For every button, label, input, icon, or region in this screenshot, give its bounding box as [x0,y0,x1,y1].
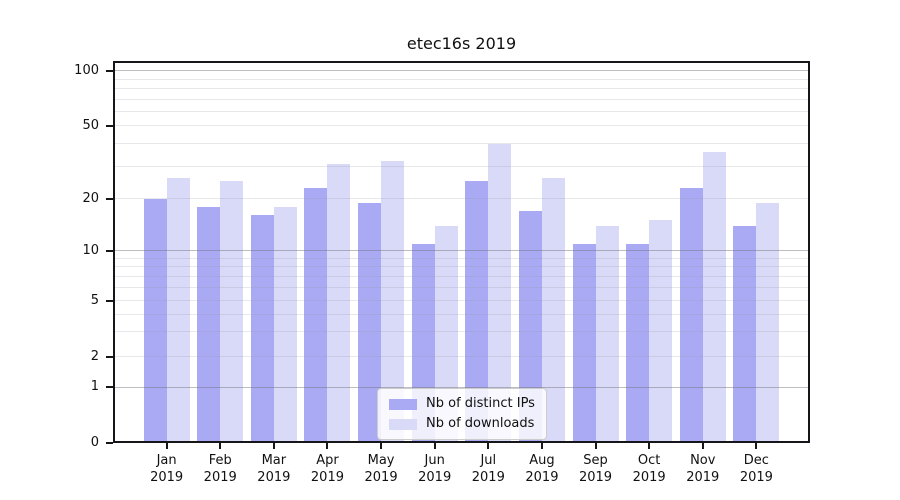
y-tick-mark-2 [106,355,113,358]
bar-downloads-apr [327,164,351,443]
x-tick-mark-jun [433,443,436,449]
gridline-minor-8 [113,266,810,268]
gridline-minor-30 [113,166,810,168]
bar-distinct-ips-mar [250,215,274,443]
bar-downloads-nov [702,152,726,443]
bar-distinct-ips-may [358,203,382,443]
bar-downloads-dec [756,203,780,443]
x-tick-mark-sep [594,443,597,449]
gridline-minor-70 [113,98,810,100]
bar-distinct-ips-feb [197,207,221,443]
x-tick-label-oct: Oct 2019 [632,453,666,485]
gridline-minor-9 [113,257,810,259]
legend-item-distinct-ips: Nb of distinct IPs [389,396,535,412]
y-tick-label-1: 1 [90,379,99,395]
legend-swatch-distinct-ips [389,398,417,410]
bar-downloads-oct [649,220,673,443]
gridline-minor-4 [113,313,810,315]
bar-distinct-ips-sep [572,244,596,443]
gridline-minor-60 [113,110,810,112]
x-tick-mark-jul [487,443,490,449]
gridline-minor-2 [113,356,810,358]
bar-distinct-ips-jul [465,181,489,443]
x-tick-label-jun: Jun 2019 [418,453,452,485]
x-tick-mark-may [380,443,383,449]
legend: Nb of distinct IPs Nb of downloads [377,388,547,440]
x-tick-label-apr: Apr 2019 [310,453,344,485]
y-tick-label-20: 20 [82,190,99,206]
y-tick-label-100: 100 [74,62,99,78]
y-tick-label-10: 10 [82,242,99,258]
gridline-major-1 [113,387,810,388]
x-tick-label-mar: Mar 2019 [257,453,291,485]
y-tick-mark-1 [106,386,113,389]
bar-distinct-ips-apr [304,188,328,443]
bar-distinct-ips-dec [733,226,757,443]
gridline-minor-20 [113,198,810,200]
bar-distinct-ips-oct [626,244,650,443]
bar-downloads-sep [595,226,619,443]
gridline-minor-3 [113,331,810,333]
x-tick-mark-aug [540,443,543,449]
gridline-minor-90 [113,78,810,80]
x-tick-label-dec: Dec 2019 [739,453,773,485]
x-tick-mark-oct [648,443,651,449]
y-tick-mark-20 [106,197,113,200]
y-tick-label-2: 2 [90,348,99,364]
bar-distinct-ips-aug [518,211,542,443]
bar-downloads-jul [488,144,512,443]
x-tick-label-feb: Feb 2019 [203,453,237,485]
gridline-major-100 [113,70,810,72]
x-tick-label-may: May 2019 [364,453,398,485]
x-tick-mark-mar [272,443,275,449]
gridline-major-10 [113,250,810,252]
gridline-minor-40 [113,143,810,145]
legend-swatch-downloads [389,418,417,430]
bar-downloads-mar [273,207,297,443]
x-tick-label-nov: Nov 2019 [686,453,720,485]
y-tick-mark-0 [106,442,113,444]
x-tick-mark-feb [219,443,222,449]
x-tick-label-jul: Jul 2019 [471,453,505,485]
y-tick-label-5: 5 [90,292,99,308]
x-tick-mark-apr [326,443,329,449]
gridline-minor-6 [113,287,810,289]
legend-item-downloads: Nb of downloads [389,416,535,432]
y-tick-mark-100 [106,69,113,72]
gridline-minor-5 [113,300,810,302]
plot-area: Nb of distinct IPs Nb of downloads [113,61,810,443]
gridline-minor-7 [113,276,810,278]
x-tick-mark-jan [165,443,168,449]
gridline-minor-50 [113,125,810,127]
gridline-minor-80 [113,88,810,90]
x-tick-label-sep: Sep 2019 [578,453,613,485]
x-tick-mark-nov [701,443,704,449]
bar-distinct-ips-jan [143,199,167,443]
bar-downloads-aug [541,178,565,443]
legend-label-downloads: Nb of downloads [426,416,535,431]
bar-distinct-ips-nov [679,188,703,443]
legend-label-distinct-ips: Nb of distinct IPs [426,396,535,411]
y-tick-mark-5 [106,299,113,302]
y-tick-mark-10 [106,249,113,252]
y-tick-label-0: 0 [90,435,99,450]
y-tick-label-50: 50 [82,117,99,133]
bar-downloads-jan [166,178,190,443]
chart-title: etec16s 2019 [406,34,517,53]
x-tick-label-aug: Aug 2019 [525,453,559,485]
bar-downloads-feb [220,181,244,443]
x-tick-mark-dec [755,443,758,449]
bar-downloads-may [381,161,405,443]
x-tick-label-jan: Jan 2019 [150,453,184,485]
y-tick-mark-50 [106,124,113,127]
